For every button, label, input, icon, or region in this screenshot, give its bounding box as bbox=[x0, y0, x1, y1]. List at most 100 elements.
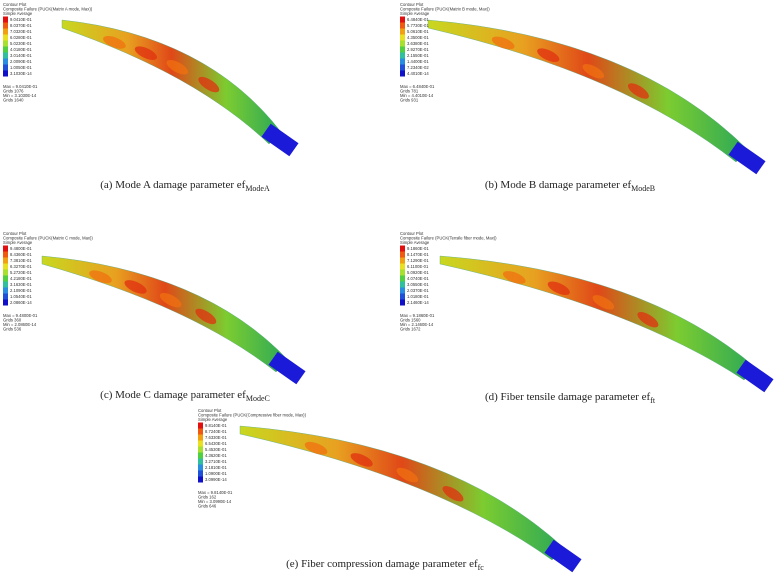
legend-swatch bbox=[198, 465, 203, 471]
legend-swatch bbox=[400, 17, 405, 23]
legend-value: 5.0920E-01 bbox=[407, 270, 429, 275]
legend-swatch bbox=[3, 252, 8, 258]
legend-swatch bbox=[3, 282, 8, 288]
legend-swatch bbox=[198, 423, 203, 429]
legend-swatch bbox=[400, 53, 405, 59]
legend-swatch bbox=[3, 23, 8, 29]
legend-value: 5.2720E-01 bbox=[10, 270, 32, 275]
legend-value: 6.4840E-01 bbox=[407, 17, 429, 22]
legend-swatch bbox=[400, 47, 405, 53]
caption-sub: fc bbox=[478, 563, 485, 572]
caption: (c) Mode C damage parameter efModeC bbox=[100, 389, 270, 403]
legend-value: 1.0900E-01 bbox=[205, 471, 227, 476]
legend-value: 1.0050E-01 bbox=[10, 65, 32, 70]
legend-swatch bbox=[198, 459, 203, 465]
legend-swatch bbox=[3, 270, 8, 276]
legend-value: 4.0740E-01 bbox=[407, 276, 429, 281]
legend-swatch bbox=[400, 246, 405, 252]
legend-swatch bbox=[400, 23, 405, 29]
legend-header: Simple Average bbox=[198, 417, 228, 422]
legend-swatch bbox=[400, 294, 405, 300]
legend-swatch bbox=[3, 246, 8, 252]
legend-value: 3.1630E-01 bbox=[10, 282, 32, 287]
legend-value: 8.0370E-01 bbox=[10, 23, 32, 28]
legend-value: 5.4530E-01 bbox=[205, 447, 227, 452]
legend-swatch bbox=[3, 276, 8, 282]
legend-swatch bbox=[3, 53, 8, 59]
legend-swatch bbox=[3, 258, 8, 264]
legend-swatch bbox=[3, 294, 8, 300]
legend-value: 2.1810E-01 bbox=[205, 465, 227, 470]
caption: (e) Fiber compression damage parameter e… bbox=[286, 558, 484, 572]
legend-swatch bbox=[400, 65, 405, 71]
legend-swatch bbox=[400, 264, 405, 270]
legend-swatch bbox=[400, 59, 405, 65]
legend-swatch bbox=[3, 59, 8, 65]
legend-value: 7.3810E-01 bbox=[10, 258, 32, 263]
legend-value: 9.4800E-01 bbox=[10, 246, 32, 251]
legend-value: 3.0140E-01 bbox=[10, 53, 32, 58]
legend-swatch bbox=[198, 477, 203, 483]
legend-value: 8.4360E-01 bbox=[10, 252, 32, 257]
caption: (a) Mode A damage parameter efModeA bbox=[100, 179, 270, 193]
legend-value: 4.4010E-14 bbox=[407, 71, 429, 76]
legend-value: 6.0280E-01 bbox=[10, 35, 32, 40]
legend-swatch bbox=[400, 270, 405, 276]
caption-text: (a) Mode A damage parameter ef bbox=[100, 179, 245, 191]
legend-swatch bbox=[3, 47, 8, 53]
legend-swatch bbox=[3, 71, 8, 77]
legend-swatch bbox=[198, 471, 203, 477]
legend-swatch bbox=[400, 29, 405, 35]
contour-beam bbox=[42, 256, 288, 372]
legend-value: 8.7240E-01 bbox=[205, 429, 227, 434]
legend-swatch bbox=[400, 282, 405, 288]
legend-value: 4.2180E-01 bbox=[10, 276, 32, 281]
caption: (d) Fiber tensile damage parameter efft bbox=[485, 391, 656, 405]
legend-value: 2.9270E-01 bbox=[407, 47, 429, 52]
legend-swatch bbox=[3, 300, 8, 306]
legend-swatch bbox=[198, 447, 203, 453]
legend-value: 7.6330E-01 bbox=[205, 435, 227, 440]
legend-value: 3.2710E-01 bbox=[205, 459, 227, 464]
legend-value: 7.2340E-02 bbox=[407, 65, 429, 70]
legend-swatch bbox=[400, 276, 405, 282]
panel: Contour PlotComposite Failure (PUCK(Matr… bbox=[400, 2, 766, 193]
legend-value: 2.1460E-14 bbox=[407, 300, 429, 305]
legend-swatch bbox=[198, 453, 203, 459]
legend-value: 5.7730E-01 bbox=[407, 23, 429, 28]
legend-value: 6.5430E-01 bbox=[205, 441, 227, 446]
legend-value: 9.8140E-01 bbox=[205, 423, 227, 428]
legend-footer: Grids 1640 bbox=[3, 98, 24, 103]
legend-swatch bbox=[400, 41, 405, 47]
legend-header: Simple Average bbox=[3, 11, 33, 16]
legend-footer: Grids 931 bbox=[400, 98, 419, 103]
legend-swatch bbox=[3, 41, 8, 47]
legend-value: 3.1030E-14 bbox=[10, 71, 32, 76]
legend-swatch bbox=[3, 29, 8, 35]
legend-value: 9.0410E-01 bbox=[10, 17, 32, 22]
legend-value: 6.3270E-01 bbox=[10, 264, 32, 269]
contour-beam bbox=[240, 426, 564, 560]
contour-beam bbox=[428, 20, 748, 162]
legend-value: 1.0540E-01 bbox=[10, 294, 32, 299]
legend-footer: Grids 1672 bbox=[400, 327, 421, 332]
panel: Contour PlotComposite Failure (PUCK(Matr… bbox=[3, 231, 306, 403]
panel: Contour PlotComposite Failure (PUCK(Tens… bbox=[400, 231, 774, 405]
legend-header: Simple Average bbox=[400, 240, 430, 245]
legend-value: 3.6380E-01 bbox=[407, 41, 429, 46]
legend-value: 2.1090E-01 bbox=[10, 288, 32, 293]
legend-value: 2.0860E-14 bbox=[10, 300, 32, 305]
legend-value: 3.0550E-01 bbox=[407, 282, 429, 287]
legend-swatch bbox=[400, 35, 405, 41]
legend-swatch bbox=[3, 288, 8, 294]
legend-swatch bbox=[3, 17, 8, 23]
legend-swatch bbox=[3, 35, 8, 41]
legend-value: 6.1100E-01 bbox=[407, 264, 429, 269]
legend-header: Simple Average bbox=[3, 240, 33, 245]
caption: (b) Mode B damage parameter efModeB bbox=[485, 179, 655, 193]
legend-value: 8.1470E-01 bbox=[407, 252, 429, 257]
legend-swatch bbox=[198, 429, 203, 435]
caption-text: (b) Mode B damage parameter ef bbox=[485, 179, 632, 191]
legend-value: 2.0370E-01 bbox=[407, 288, 429, 293]
